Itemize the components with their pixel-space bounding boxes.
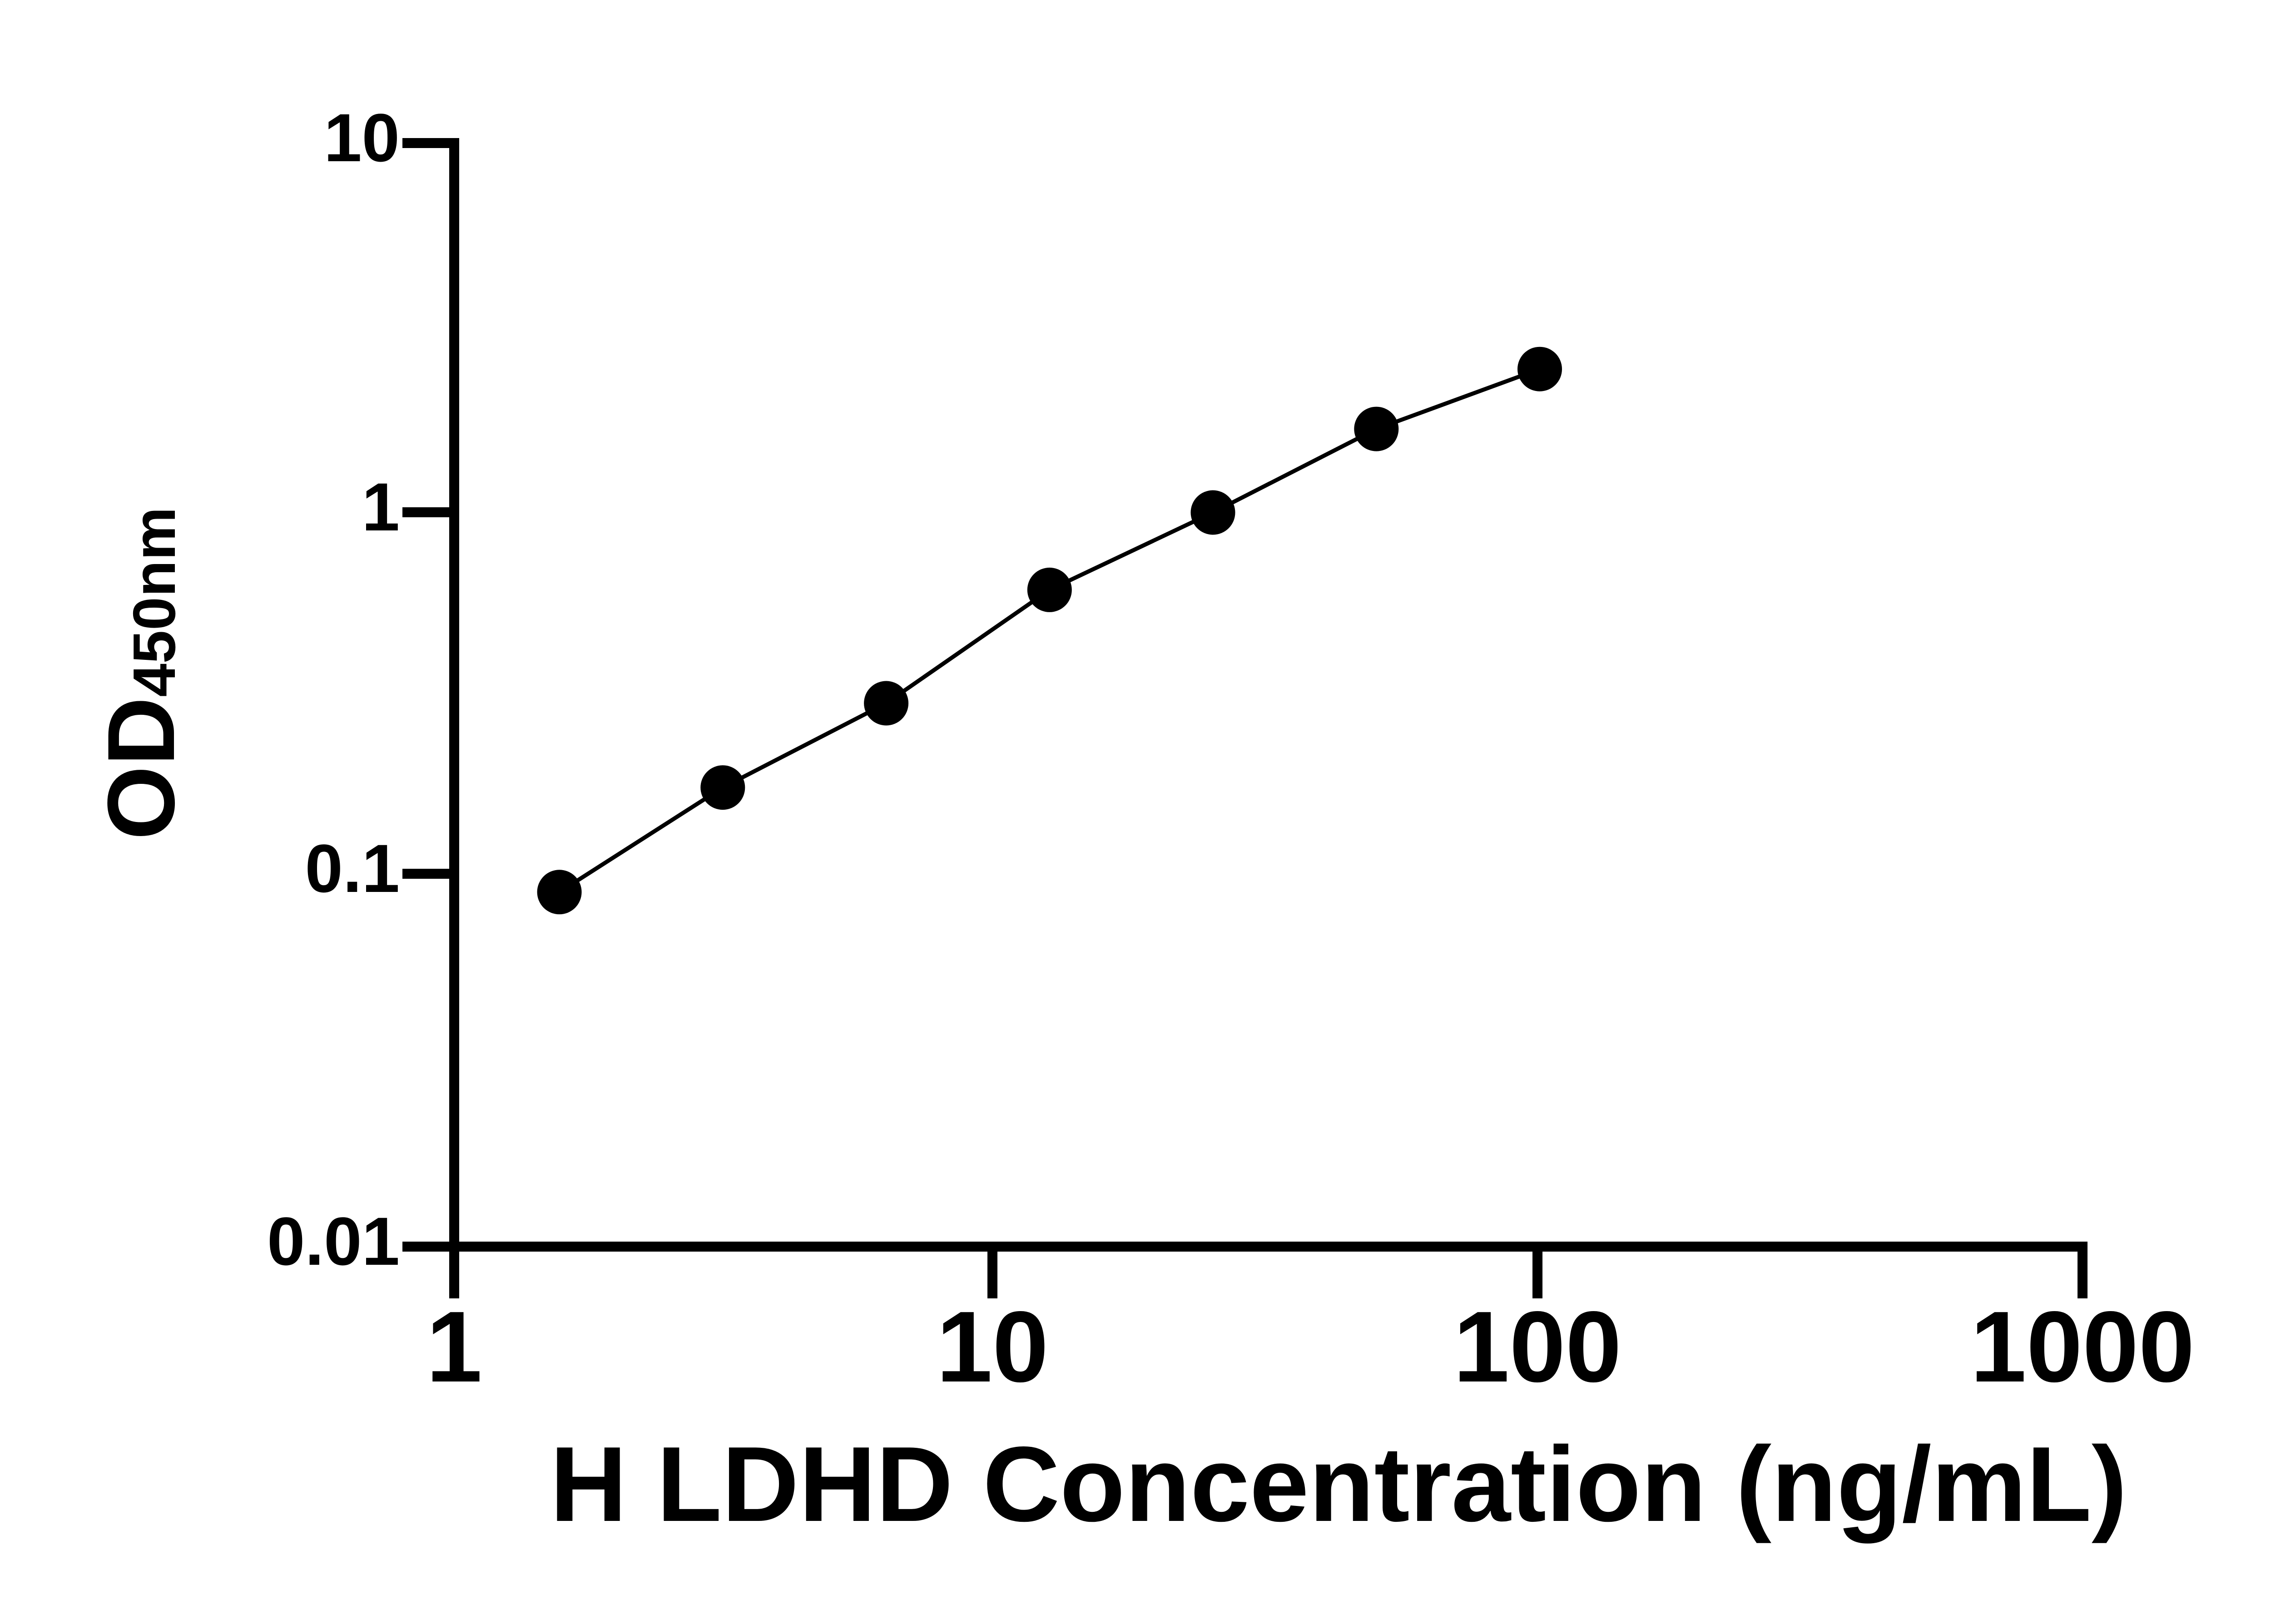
svg-text:10: 10 bbox=[324, 99, 400, 176]
svg-text:1000: 1000 bbox=[1970, 1291, 2195, 1403]
svg-text:1: 1 bbox=[426, 1291, 482, 1403]
svg-text:0.01: 0.01 bbox=[267, 1203, 400, 1279]
svg-text:0.1: 0.1 bbox=[305, 830, 400, 906]
svg-text:H LDHD Concentration (ng/mL): H LDHD Concentration (ng/mL) bbox=[550, 1424, 2127, 1544]
svg-text:1: 1 bbox=[362, 469, 400, 545]
svg-text:10: 10 bbox=[937, 1291, 1049, 1403]
svg-text:100: 100 bbox=[1453, 1291, 1621, 1403]
